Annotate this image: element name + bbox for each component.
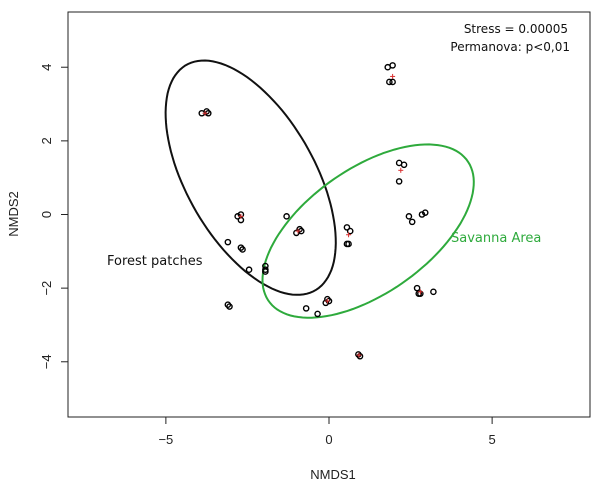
x-tick-label: −5 [158,432,173,447]
data-point [345,240,352,248]
centroid-marker [356,352,362,358]
data-point [283,213,290,220]
data-point [386,78,393,86]
y-axis: −4 −2 0 2 4 [39,64,68,369]
centroid-marker [324,298,330,304]
data-point [356,352,364,360]
annotation-savanna: Savanna Area [451,231,541,246]
data-point [389,78,396,86]
y-tick-label: −4 [39,354,54,369]
y-tick-label: 2 [39,137,54,144]
data-point [322,299,330,307]
centroid-marker [238,213,244,219]
ellipse-savanna [261,143,475,319]
data-point [389,62,396,69]
y-axis-label: NMDS2 [6,191,21,237]
data-point [239,246,246,253]
y-tick-label: −2 [39,281,54,296]
data-point [395,178,403,185]
data-point [226,303,233,310]
centroids-layer [202,73,423,358]
y-tick-label: 4 [39,64,54,71]
centroid-marker [390,73,396,79]
centroid-marker [398,167,404,173]
x-axis: −5 0 5 [158,417,496,447]
data-point [245,266,253,274]
data-point [408,218,416,226]
data-point [405,213,413,220]
centroid-marker [346,232,352,238]
x-axis-label: NMDS1 [310,467,356,482]
data-point [430,288,437,296]
x-tick-label: 0 [325,432,332,447]
y-tick-label: 0 [39,211,54,218]
ellipse-forest [164,59,337,296]
data-point [343,224,351,231]
x-tick-label: 5 [489,432,496,447]
ellipses-layer [164,59,475,319]
centroid-marker [202,110,208,116]
centroid-marker [417,289,423,295]
data-point [262,268,269,275]
data-point [293,229,300,237]
data-point [314,310,321,318]
data-point [224,238,232,246]
stress-label: Stress = 0.00005 [464,22,568,36]
permanova-label: Permanova: p<0,01 [450,40,570,54]
data-point [413,284,421,292]
data-point [421,209,429,216]
annotation-forest: Forest patches [107,254,203,269]
centroid-marker [295,228,301,234]
plot-frame [67,11,591,418]
data-point [302,305,310,312]
points-layer [198,62,437,360]
data-point [346,227,354,235]
data-point [400,161,408,169]
